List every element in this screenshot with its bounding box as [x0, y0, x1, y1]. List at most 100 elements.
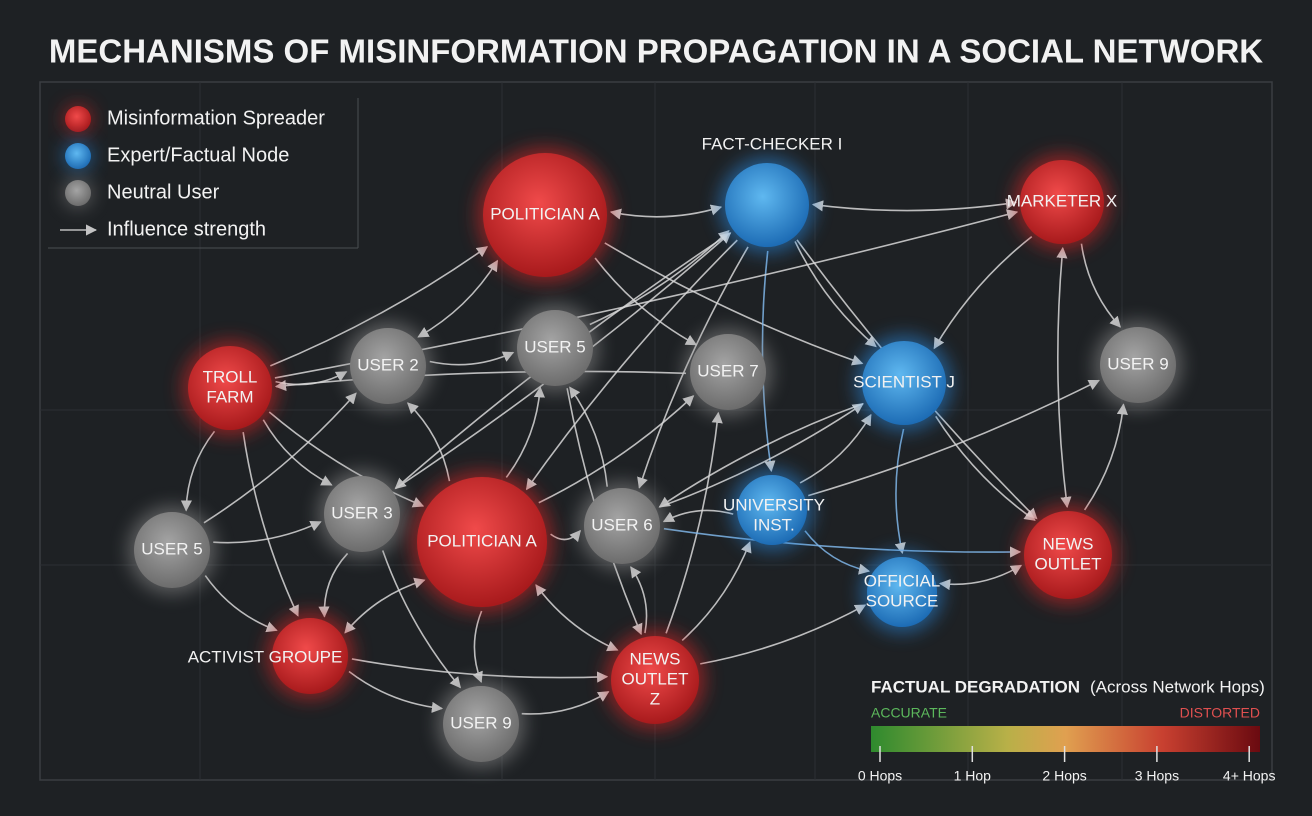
scale-title: FACTUAL DEGRADATION — [871, 677, 1080, 696]
scale-low: ACCURATE — [871, 705, 947, 721]
edge — [794, 241, 877, 348]
node-circle — [862, 341, 946, 425]
node-label: USER 9 — [1107, 354, 1168, 373]
edge — [472, 610, 483, 684]
edge — [535, 584, 619, 652]
node-circle — [517, 310, 593, 386]
node: USER 9 — [1094, 321, 1182, 409]
edge — [213, 521, 322, 544]
edge — [406, 402, 451, 482]
edge — [663, 527, 1022, 558]
node-label: MARKETER X — [1007, 191, 1118, 210]
node-label: UNIVERSITY — [723, 495, 825, 514]
node-label: NEWS — [1043, 534, 1094, 553]
node-label: POLITICIAN A — [427, 531, 537, 550]
edge — [681, 541, 752, 642]
edge — [344, 577, 426, 634]
edge — [589, 229, 730, 326]
edge — [604, 242, 864, 366]
legend-swatch — [65, 106, 91, 132]
scale-tick-label: 1 Hop — [954, 768, 992, 784]
panel — [39, 81, 1273, 781]
scale-bar — [871, 726, 1260, 752]
legend: Misinformation Spreader Expert/Factual No… — [60, 104, 325, 240]
node-label: Z — [650, 689, 660, 708]
node-label: FACT-CHECKER I — [702, 134, 843, 153]
edge — [938, 564, 1023, 591]
node-circle — [737, 475, 807, 545]
node: USER 5 — [511, 304, 599, 392]
node-circle — [350, 328, 426, 404]
node: USER 2 — [344, 322, 432, 410]
edge — [799, 413, 872, 484]
scale-tick-label: 3 Hops — [1135, 768, 1179, 784]
edge — [1083, 403, 1128, 511]
edge — [894, 428, 906, 555]
edge — [274, 370, 687, 392]
edge — [1056, 246, 1072, 509]
node-label: ACTIVIST GROUPE — [188, 647, 343, 666]
node-circle — [272, 618, 348, 694]
node-label: USER 9 — [450, 713, 511, 732]
edge — [348, 670, 444, 713]
edge — [933, 236, 1033, 350]
node-circle — [443, 686, 519, 762]
title: MECHANISMS OF MISINFORMATION PROPAGATION… — [49, 33, 1263, 70]
edge — [268, 411, 425, 508]
edge — [525, 239, 738, 491]
node-circle — [1024, 511, 1112, 599]
node-circle — [483, 153, 607, 277]
node: FACT-CHECKER I — [702, 134, 843, 253]
scale-subtitle: (Across Network Hops) — [1090, 677, 1265, 696]
node-circle — [134, 512, 210, 588]
edge — [429, 351, 515, 366]
node: USER 7 — [684, 328, 772, 416]
edge — [417, 259, 499, 338]
node: USER 3 — [318, 470, 406, 558]
edge — [811, 198, 1018, 212]
edge — [658, 403, 864, 508]
node-circle — [725, 163, 809, 247]
node-label: TROLL — [203, 367, 258, 386]
edge — [204, 575, 278, 633]
edge — [505, 386, 546, 478]
legend-swatch — [65, 180, 91, 206]
node-label: USER 3 — [331, 503, 392, 522]
edge — [318, 552, 349, 618]
edge — [550, 529, 581, 543]
edge — [538, 395, 695, 504]
edge — [569, 386, 608, 487]
node-circle — [417, 477, 547, 607]
legend-swatch — [65, 143, 91, 169]
legend-label: Misinformation Spreader — [107, 107, 325, 129]
edge — [808, 379, 1100, 497]
node-label: USER 2 — [357, 355, 418, 374]
scale-high: DISTORTED — [1180, 705, 1260, 721]
edge — [804, 530, 871, 575]
scale-tick-label: 4+ Hops — [1223, 768, 1276, 784]
node-label: POLITICIAN A — [490, 204, 600, 223]
legend-label: Expert/Factual Node — [107, 144, 289, 166]
node-label: OFFICIAL — [864, 571, 941, 590]
node: USER 9 — [437, 680, 525, 768]
node-label: SCIENTIST J — [853, 372, 955, 391]
edge — [521, 691, 610, 715]
node: MARKETER X — [1007, 154, 1118, 250]
node: USER 6 — [578, 482, 666, 570]
edge — [242, 431, 299, 617]
legend-label: Influence strength — [107, 218, 266, 240]
scale: FACTUAL DEGRADATION (Across Network Hops… — [858, 677, 1276, 783]
edge — [662, 509, 734, 523]
node-label: USER 7 — [697, 361, 758, 380]
node-circle — [1020, 160, 1104, 244]
edge — [594, 257, 698, 346]
node: POLITICIAN A — [411, 471, 553, 613]
node-label: USER 5 — [524, 337, 585, 356]
edge — [935, 415, 1036, 521]
scale-tick-label: 0 Hops — [858, 768, 902, 784]
